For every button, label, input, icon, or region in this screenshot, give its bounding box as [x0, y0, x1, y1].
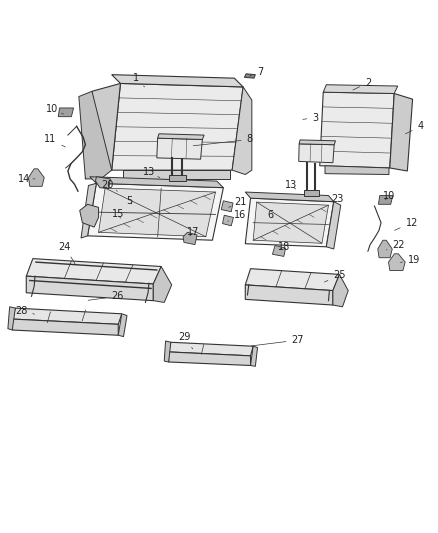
Polygon shape: [245, 192, 334, 201]
Polygon shape: [80, 204, 99, 227]
Text: 12: 12: [395, 217, 418, 230]
Polygon shape: [153, 266, 172, 302]
Text: 13: 13: [285, 181, 297, 190]
Text: 23: 23: [331, 193, 343, 204]
Polygon shape: [85, 84, 120, 179]
Polygon shape: [123, 170, 230, 179]
Text: 19: 19: [400, 255, 420, 265]
Polygon shape: [58, 108, 74, 117]
Text: 25: 25: [325, 270, 346, 282]
Text: 10: 10: [383, 191, 395, 201]
Polygon shape: [169, 352, 251, 366]
Polygon shape: [221, 201, 233, 212]
Polygon shape: [378, 196, 393, 204]
Text: 17: 17: [187, 228, 199, 237]
Polygon shape: [112, 84, 243, 170]
Text: 22: 22: [386, 240, 405, 251]
Text: 2: 2: [353, 77, 371, 90]
Polygon shape: [245, 269, 339, 290]
Text: 1: 1: [133, 73, 145, 87]
Polygon shape: [183, 232, 197, 245]
Polygon shape: [323, 85, 398, 93]
Polygon shape: [118, 314, 127, 336]
Text: 14: 14: [18, 174, 35, 184]
Polygon shape: [245, 198, 334, 247]
Polygon shape: [251, 346, 258, 366]
Polygon shape: [99, 188, 215, 237]
Polygon shape: [157, 138, 202, 159]
Polygon shape: [325, 166, 389, 174]
Polygon shape: [12, 308, 122, 324]
Polygon shape: [389, 254, 405, 270]
Text: 10: 10: [46, 104, 64, 114]
Text: 5: 5: [126, 196, 132, 206]
Text: 28: 28: [15, 306, 35, 316]
Text: 18: 18: [278, 242, 290, 252]
Polygon shape: [232, 87, 252, 174]
Text: 4: 4: [406, 122, 424, 134]
Polygon shape: [28, 169, 44, 187]
Text: 6: 6: [268, 210, 274, 220]
Text: 26: 26: [88, 291, 124, 301]
Polygon shape: [12, 319, 118, 335]
Polygon shape: [90, 177, 223, 188]
Text: 15: 15: [112, 209, 124, 219]
Polygon shape: [333, 274, 348, 307]
Polygon shape: [112, 75, 243, 87]
Polygon shape: [95, 177, 110, 189]
Polygon shape: [81, 183, 96, 238]
Text: 20: 20: [101, 181, 117, 191]
Text: 29: 29: [178, 333, 193, 349]
Polygon shape: [79, 91, 112, 179]
Text: 21: 21: [229, 197, 246, 207]
Polygon shape: [378, 240, 392, 258]
Polygon shape: [8, 307, 15, 330]
Text: 24: 24: [59, 242, 75, 264]
Text: 3: 3: [303, 112, 318, 123]
Polygon shape: [26, 259, 161, 284]
Text: 13: 13: [143, 167, 160, 177]
Polygon shape: [320, 92, 394, 168]
Text: 16: 16: [228, 210, 246, 221]
Text: 11: 11: [44, 134, 65, 147]
Polygon shape: [304, 190, 319, 196]
Polygon shape: [158, 134, 204, 140]
Polygon shape: [326, 201, 341, 249]
Polygon shape: [253, 202, 328, 243]
Polygon shape: [272, 246, 286, 256]
Text: 27: 27: [251, 335, 304, 346]
Polygon shape: [169, 174, 186, 181]
Polygon shape: [245, 285, 333, 305]
Polygon shape: [169, 342, 253, 356]
Polygon shape: [299, 144, 334, 163]
Polygon shape: [164, 341, 171, 362]
Polygon shape: [244, 74, 255, 78]
Text: 7: 7: [250, 67, 264, 77]
Polygon shape: [390, 93, 413, 171]
Polygon shape: [88, 183, 223, 240]
Polygon shape: [299, 140, 336, 145]
Text: 8: 8: [193, 134, 253, 146]
Polygon shape: [26, 276, 153, 301]
Polygon shape: [223, 215, 233, 226]
